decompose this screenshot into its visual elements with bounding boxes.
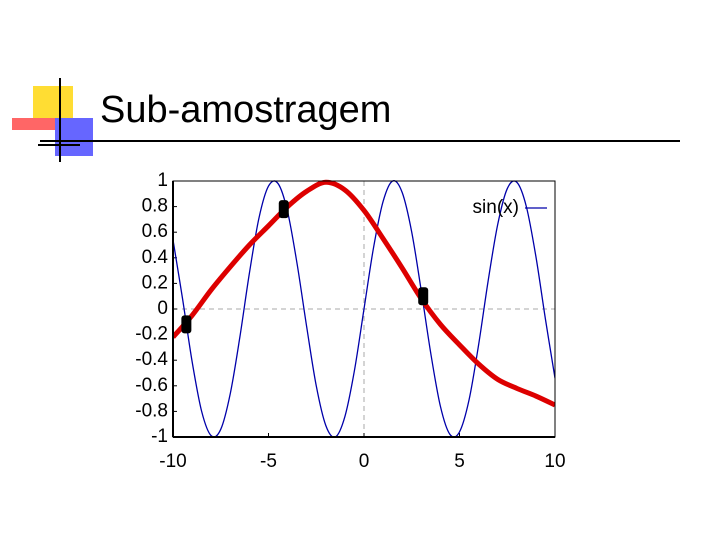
y-tick-label: -0.6 bbox=[135, 375, 168, 396]
y-tick-label: 0.6 bbox=[142, 221, 168, 242]
deco-red bbox=[12, 118, 58, 130]
y-tick-label: -1 bbox=[151, 426, 168, 447]
deco-blue bbox=[55, 118, 93, 156]
x-tick-label: -5 bbox=[260, 451, 277, 472]
slide-title: Sub-amostragem bbox=[100, 89, 391, 131]
series-line bbox=[173, 179, 555, 408]
sample-marker bbox=[181, 315, 192, 334]
y-tick-label: -0.8 bbox=[135, 400, 168, 421]
legend-label: sin(x) bbox=[473, 197, 519, 218]
series-line bbox=[173, 180, 555, 438]
y-tick-label: 1 bbox=[157, 170, 168, 191]
y-tick-label: -0.4 bbox=[135, 349, 168, 370]
y-tick-label: 0.4 bbox=[142, 247, 169, 268]
x-tick-label: 10 bbox=[544, 451, 565, 472]
y-tick-label: 0.2 bbox=[142, 272, 168, 293]
x-tick-label: 0 bbox=[359, 451, 370, 472]
y-tick-label: 0.8 bbox=[142, 196, 168, 217]
x-tick-label: 5 bbox=[454, 451, 465, 472]
chart: 1 0.8 0.6 0.4 0.2 0 -0.2 -0.4 -0.6 -0.8 -1 -10 -5 0 5 1… bbox=[135, 170, 565, 472]
x-tick-label: -10 bbox=[159, 451, 186, 472]
y-tick-label: -0.2 bbox=[135, 324, 168, 345]
y-tick-label: 0 bbox=[157, 298, 168, 319]
sample-marker bbox=[418, 287, 429, 306]
sample-marker bbox=[278, 200, 289, 219]
